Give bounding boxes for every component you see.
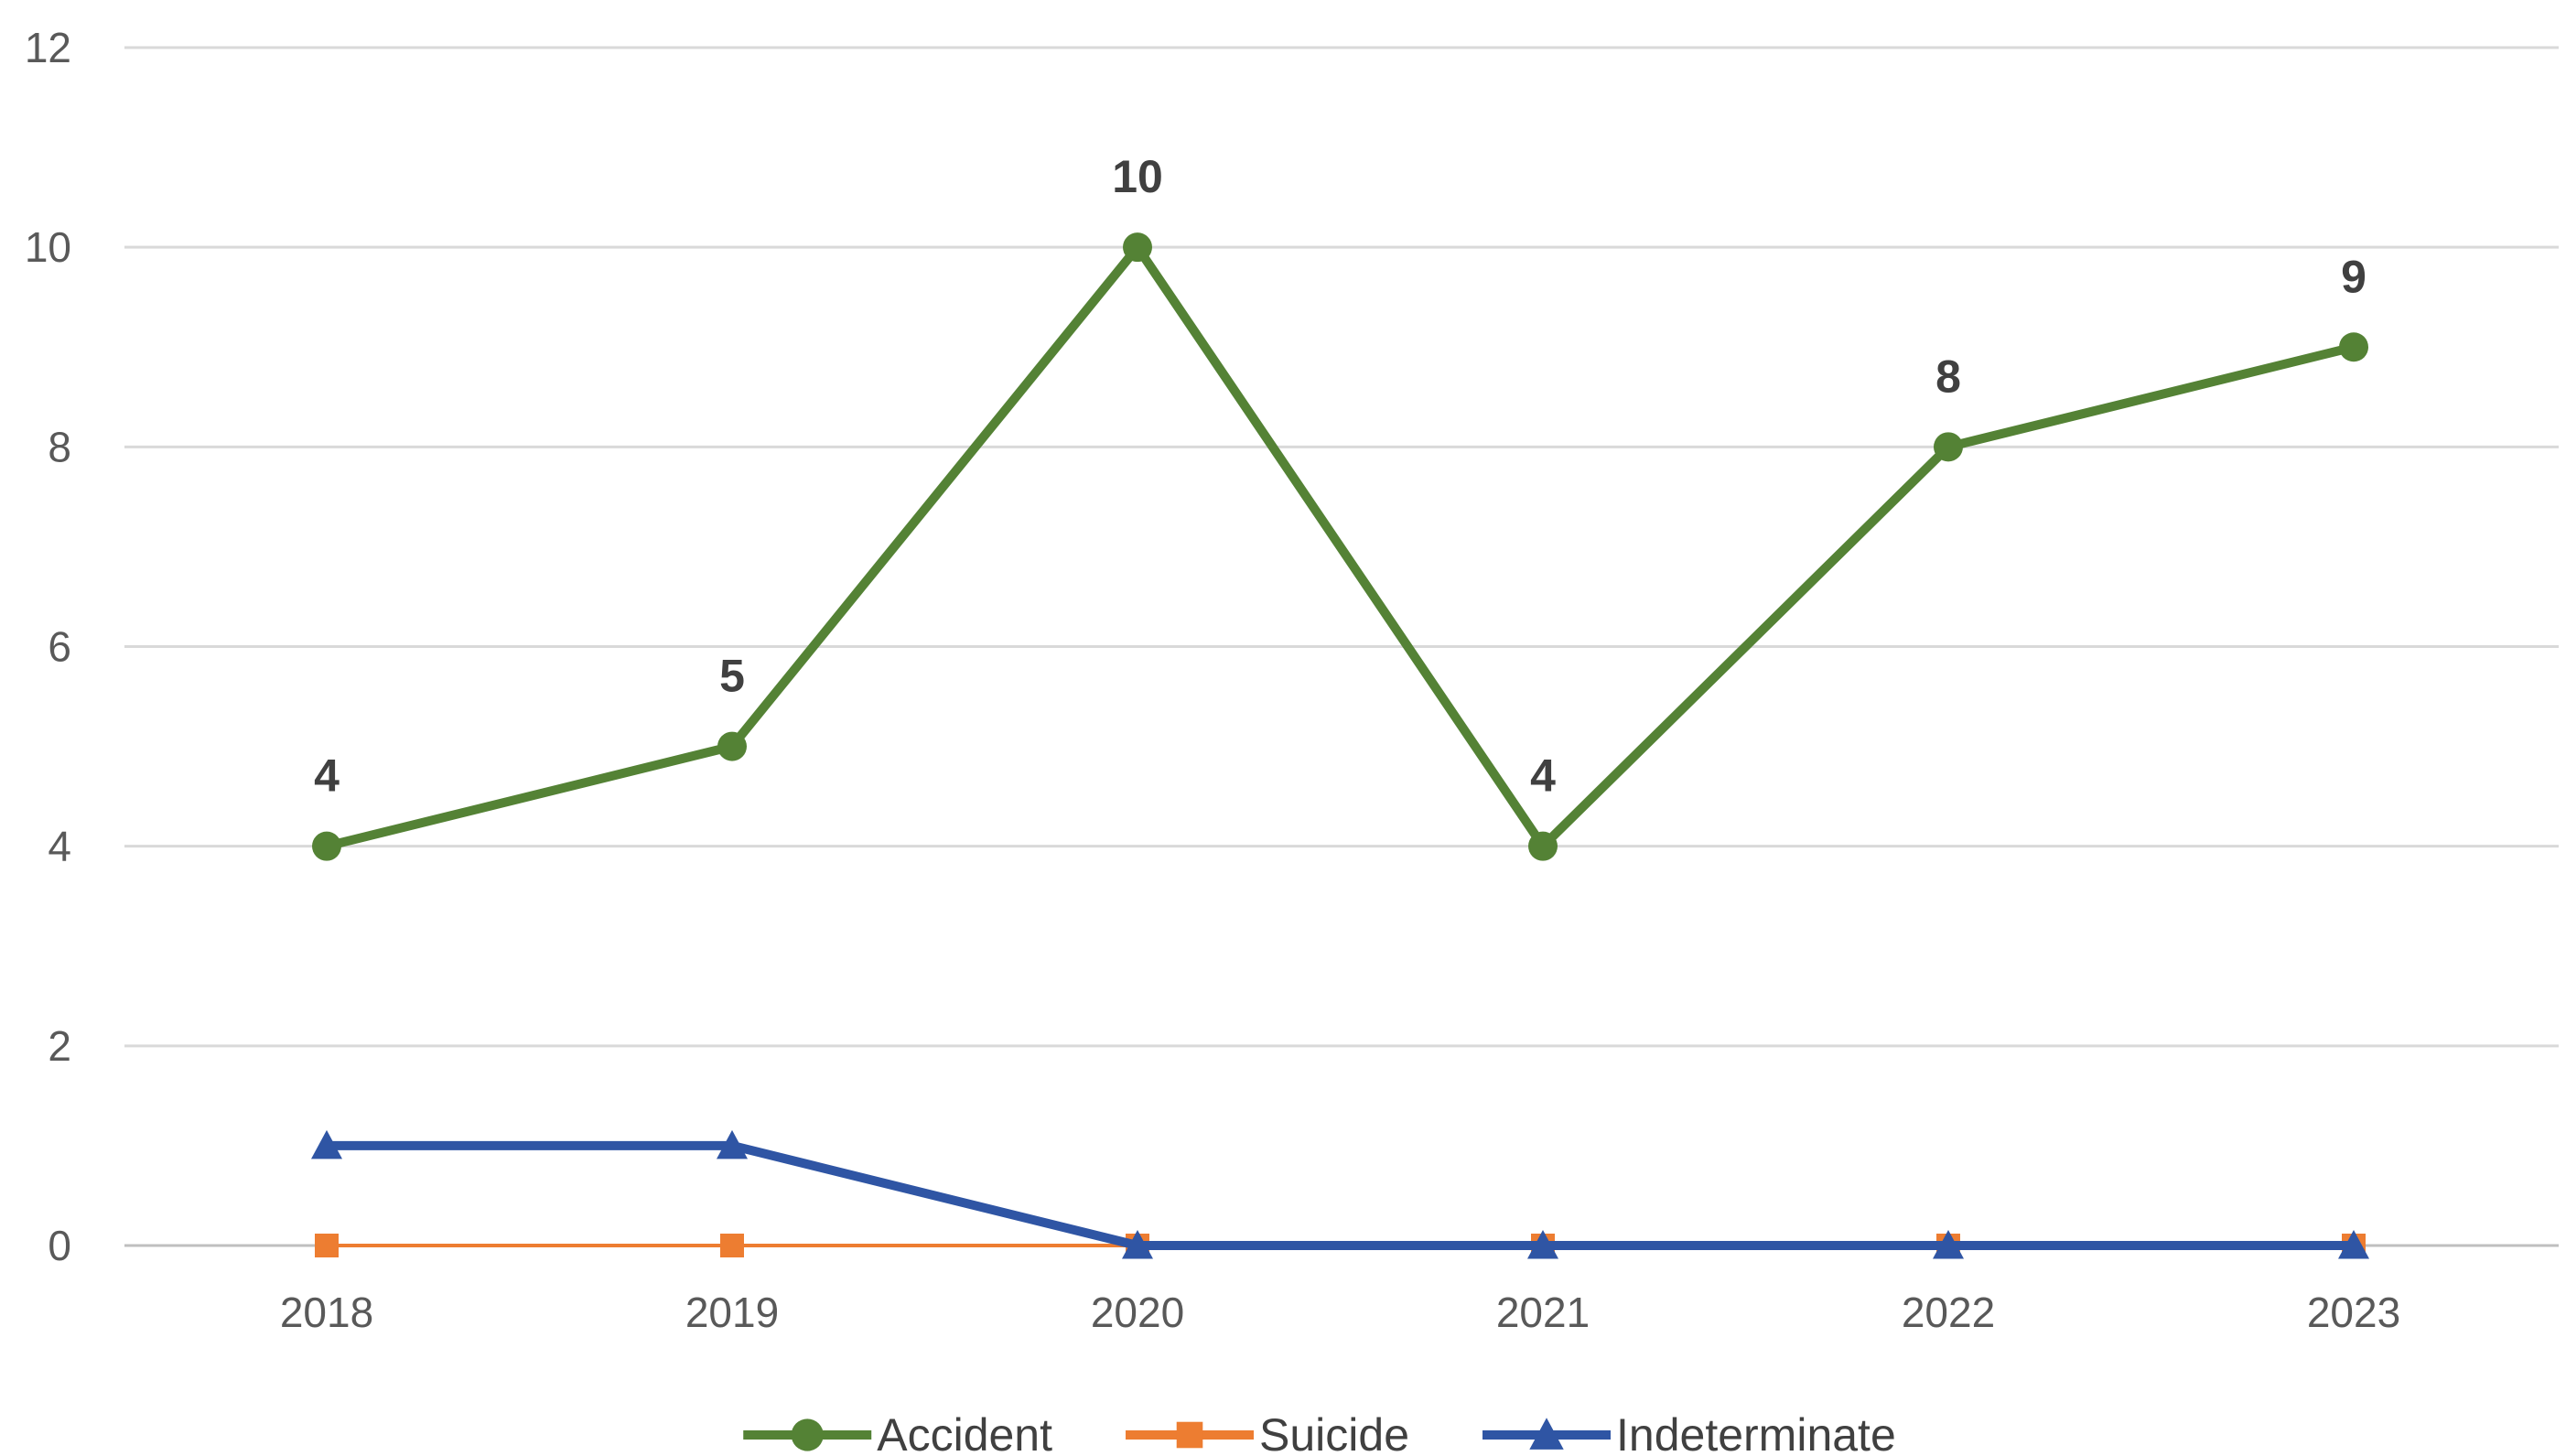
x-tick-label-2018: 2018 bbox=[280, 1289, 373, 1336]
point-indeterminate-2021 bbox=[1527, 1230, 1558, 1259]
x-tick-label-2023: 2023 bbox=[2307, 1289, 2400, 1336]
y-axis-ticks: 0 2 4 6 8 10 12 bbox=[25, 24, 71, 1269]
x-tick-label-2019: 2019 bbox=[685, 1289, 779, 1336]
y-tick-label-10: 10 bbox=[25, 223, 71, 271]
legend-marker-indeterminate bbox=[1529, 1418, 1564, 1450]
data-label-accident-2019: 5 bbox=[719, 651, 745, 702]
y-tick-label-4: 4 bbox=[48, 823, 71, 870]
point-indeterminate-2023 bbox=[2338, 1230, 2369, 1259]
legend-item-indeterminate: Indeterminate bbox=[1482, 1409, 1896, 1456]
point-accident-2019 bbox=[717, 731, 747, 761]
gridlines bbox=[124, 46, 2559, 1247]
y-tick-label-6: 6 bbox=[48, 623, 71, 671]
point-indeterminate-2020 bbox=[1122, 1230, 1153, 1259]
point-accident-2020 bbox=[1123, 232, 1152, 263]
data-label-accident-2021: 4 bbox=[1530, 750, 1556, 802]
x-tick-label-2022: 2022 bbox=[1902, 1289, 1995, 1336]
data-labels: 4 5 10 4 8 9 bbox=[314, 151, 2367, 802]
point-accident-2022 bbox=[1934, 432, 1963, 462]
legend-marker-accident bbox=[791, 1418, 824, 1451]
x-axis-ticks: 2018 2019 2020 2021 2022 2023 bbox=[280, 1289, 2400, 1336]
data-label-accident-2022: 8 bbox=[1935, 351, 1961, 402]
point-accident-2021 bbox=[1528, 831, 1558, 861]
point-indeterminate-2022 bbox=[1933, 1230, 1964, 1259]
series-line-indeterminate bbox=[322, 1140, 2358, 1250]
legend-marker-suicide bbox=[1176, 1421, 1203, 1449]
point-indeterminate-2019 bbox=[717, 1129, 748, 1159]
data-label-accident-2023: 9 bbox=[2341, 251, 2367, 302]
legend: Accident Suicide Indeterminate bbox=[743, 1409, 1896, 1456]
y-tick-label-12: 12 bbox=[25, 24, 71, 71]
legend-label-indeterminate: Indeterminate bbox=[1616, 1409, 1896, 1456]
point-accident-2018 bbox=[312, 831, 341, 861]
legend-label-accident: Accident bbox=[877, 1409, 1052, 1456]
y-tick-label-2: 2 bbox=[48, 1022, 71, 1070]
series-lines bbox=[311, 232, 2369, 1259]
y-tick-label-0: 0 bbox=[48, 1222, 71, 1269]
y-tick-label-8: 8 bbox=[48, 423, 71, 470]
series-accident bbox=[312, 232, 2368, 861]
point-suicide-2018 bbox=[315, 1234, 339, 1257]
legend-label-suicide: Suicide bbox=[1259, 1409, 1409, 1456]
data-label-accident-2018: 4 bbox=[314, 750, 340, 802]
point-indeterminate-2018 bbox=[311, 1129, 342, 1159]
x-tick-label-2020: 2020 bbox=[1091, 1289, 1184, 1336]
legend-item-suicide: Suicide bbox=[1126, 1409, 1409, 1456]
data-label-accident-2020: 10 bbox=[1112, 151, 1163, 202]
series-indeterminate bbox=[311, 1129, 2369, 1259]
point-accident-2023 bbox=[2339, 332, 2368, 362]
x-tick-label-2021: 2021 bbox=[1496, 1289, 1590, 1336]
series-line-accident bbox=[322, 243, 2358, 851]
point-suicide-2019 bbox=[720, 1234, 744, 1257]
legend-item-accident: Accident bbox=[743, 1409, 1052, 1456]
